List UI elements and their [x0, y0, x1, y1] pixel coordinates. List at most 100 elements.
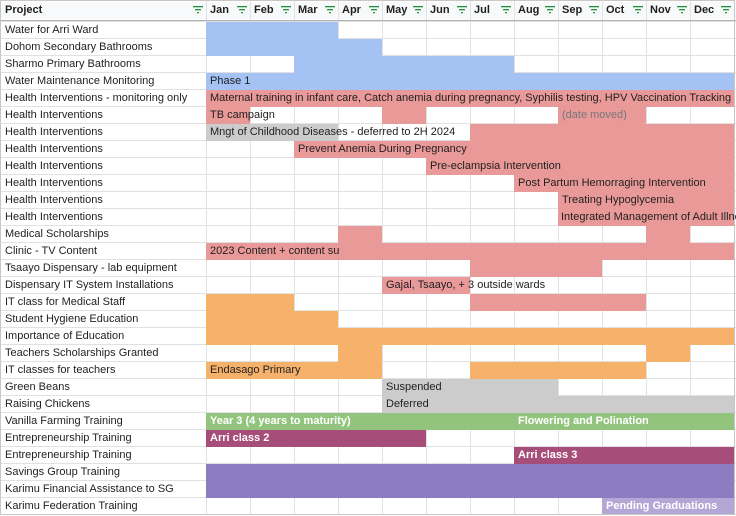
row-label[interactable]: Health Interventions [5, 177, 103, 189]
timeline-bar[interactable] [514, 447, 734, 464]
row-label[interactable]: Dispensary IT System Installations [5, 279, 174, 291]
month-header-feb[interactable]: Feb [254, 4, 274, 16]
timeline-bar[interactable] [602, 498, 734, 515]
row-label[interactable]: Health Interventions [5, 211, 103, 223]
timeline-bar[interactable] [558, 209, 734, 226]
row-label[interactable]: Vanilla Farming Training [5, 415, 123, 427]
filter-icon[interactable] [456, 3, 468, 17]
month-header-jul[interactable]: Jul [474, 4, 490, 16]
row-label[interactable]: Health Interventions [5, 160, 103, 172]
filter-icon[interactable] [544, 3, 556, 17]
timeline-bar[interactable] [382, 379, 558, 396]
timeline-bar[interactable] [470, 260, 602, 277]
row-label[interactable]: Clinic - TV Content [5, 245, 98, 257]
filter-icon[interactable] [588, 3, 600, 17]
row-label[interactable]: Health Interventions [5, 109, 103, 121]
month-header-sep[interactable]: Sep [562, 4, 583, 16]
filter-icon[interactable] [280, 3, 292, 17]
timeline-bar[interactable] [206, 107, 250, 124]
timeline-bar[interactable] [206, 39, 382, 56]
timeline-bar[interactable] [206, 362, 382, 379]
timeline-bar[interactable] [646, 226, 690, 243]
timeline-bar[interactable] [382, 277, 470, 294]
timeline-bar[interactable] [206, 481, 734, 498]
timeline-bar[interactable] [206, 90, 734, 107]
timeline-bar[interactable] [470, 362, 646, 379]
row-divider [0, 327, 736, 328]
timeline-bar[interactable] [206, 294, 294, 311]
timeline-bar[interactable] [514, 175, 734, 192]
timeline-bar[interactable] [206, 464, 734, 481]
row-label[interactable]: Savings Group Training [5, 466, 120, 478]
row-label[interactable]: Entrepreneurship Training [5, 432, 132, 444]
row-label[interactable]: Teachers Scholarships Granted [5, 347, 159, 359]
timeline-bar[interactable] [206, 413, 514, 430]
timeline-bar[interactable] [206, 430, 426, 447]
column-divider [0, 0, 1, 515]
row-label[interactable]: Green Beans [5, 381, 70, 393]
filter-icon[interactable] [368, 3, 380, 17]
row-label[interactable]: Karimu Financial Assistance to SG [5, 483, 174, 495]
row-label[interactable]: IT class for Medical Staff [5, 296, 126, 308]
row-label[interactable]: Sharmo Primary Bathrooms [5, 58, 141, 70]
row-label[interactable]: Tsaayo Dispensary - lab equipment [5, 262, 177, 274]
filter-icon[interactable] [500, 3, 512, 17]
month-header-oct[interactable]: Oct [606, 4, 625, 16]
timeline-bar[interactable] [558, 192, 734, 209]
row-label[interactable]: Student Hygiene Education [5, 313, 139, 325]
bar-label: Gajal, Tsaayo, + 3 outside wards [386, 279, 546, 291]
row-label[interactable]: Medical Scholarships [5, 228, 109, 240]
timeline-bar[interactable] [382, 107, 426, 124]
row-label[interactable]: Health Interventions - monitoring only [5, 92, 188, 104]
row-label[interactable]: Dohom Secondary Bathrooms [5, 41, 153, 53]
row-label[interactable]: IT classes for teachers [5, 364, 116, 376]
filter-icon[interactable] [632, 3, 644, 17]
month-header-apr[interactable]: Apr [342, 4, 361, 16]
month-header-jun[interactable]: Jun [430, 4, 450, 16]
timeline-bar[interactable] [294, 56, 514, 73]
row-label[interactable]: Water for Arri Ward [5, 24, 99, 36]
row-label[interactable]: Health Interventions [5, 194, 103, 206]
row-label[interactable]: Raising Chickens [5, 398, 90, 410]
timeline-bar[interactable] [206, 73, 734, 90]
filter-icon[interactable] [720, 3, 732, 17]
filter-icon[interactable] [236, 3, 248, 17]
row-label[interactable]: Importance of Education [5, 330, 125, 342]
timeline-bar[interactable] [558, 107, 646, 124]
bar-label: Prevent Anemia During Pregnancy [298, 143, 467, 155]
timeline-bar[interactable] [382, 396, 734, 413]
filter-icon[interactable] [412, 3, 424, 17]
row-label[interactable]: Health Interventions [5, 126, 103, 138]
month-header-may[interactable]: May [386, 4, 408, 16]
row-label[interactable]: Entrepreneurship Training [5, 449, 132, 461]
timeline-bar[interactable] [514, 413, 734, 430]
month-header-dec[interactable]: Dec [694, 4, 715, 16]
filter-icon[interactable] [324, 3, 336, 17]
row-divider [0, 140, 736, 141]
row-divider [0, 310, 736, 311]
filter-icon[interactable] [192, 3, 204, 17]
timeline-bar[interactable] [338, 345, 382, 362]
timeline-bar[interactable] [426, 158, 734, 175]
timeline-bar[interactable] [338, 226, 382, 243]
timeline-bar[interactable] [646, 345, 690, 362]
project-header[interactable]: Project [5, 4, 43, 16]
timeline-bar[interactable] [206, 243, 734, 260]
bar-label: Flowering and Polination [518, 415, 649, 427]
timeline-bar[interactable] [294, 141, 734, 158]
row-label[interactable]: Water Maintenance Monitoring [5, 75, 155, 87]
timeline-bar[interactable] [470, 124, 734, 141]
row-label[interactable]: Karimu Federation Training [5, 500, 138, 512]
timeline-bar[interactable] [206, 328, 734, 345]
filter-icon[interactable] [676, 3, 688, 17]
month-header-jan[interactable]: Jan [210, 4, 229, 16]
month-header-mar[interactable]: Mar [298, 4, 318, 16]
row-divider [0, 123, 736, 124]
timeline-bar[interactable] [206, 124, 338, 141]
row-label[interactable]: Health Interventions [5, 143, 103, 155]
timeline-bar[interactable] [206, 311, 338, 328]
month-header-nov[interactable]: Nov [650, 4, 671, 16]
timeline-bar[interactable] [206, 22, 338, 39]
month-header-aug[interactable]: Aug [518, 4, 540, 16]
timeline-bar[interactable] [470, 294, 646, 311]
